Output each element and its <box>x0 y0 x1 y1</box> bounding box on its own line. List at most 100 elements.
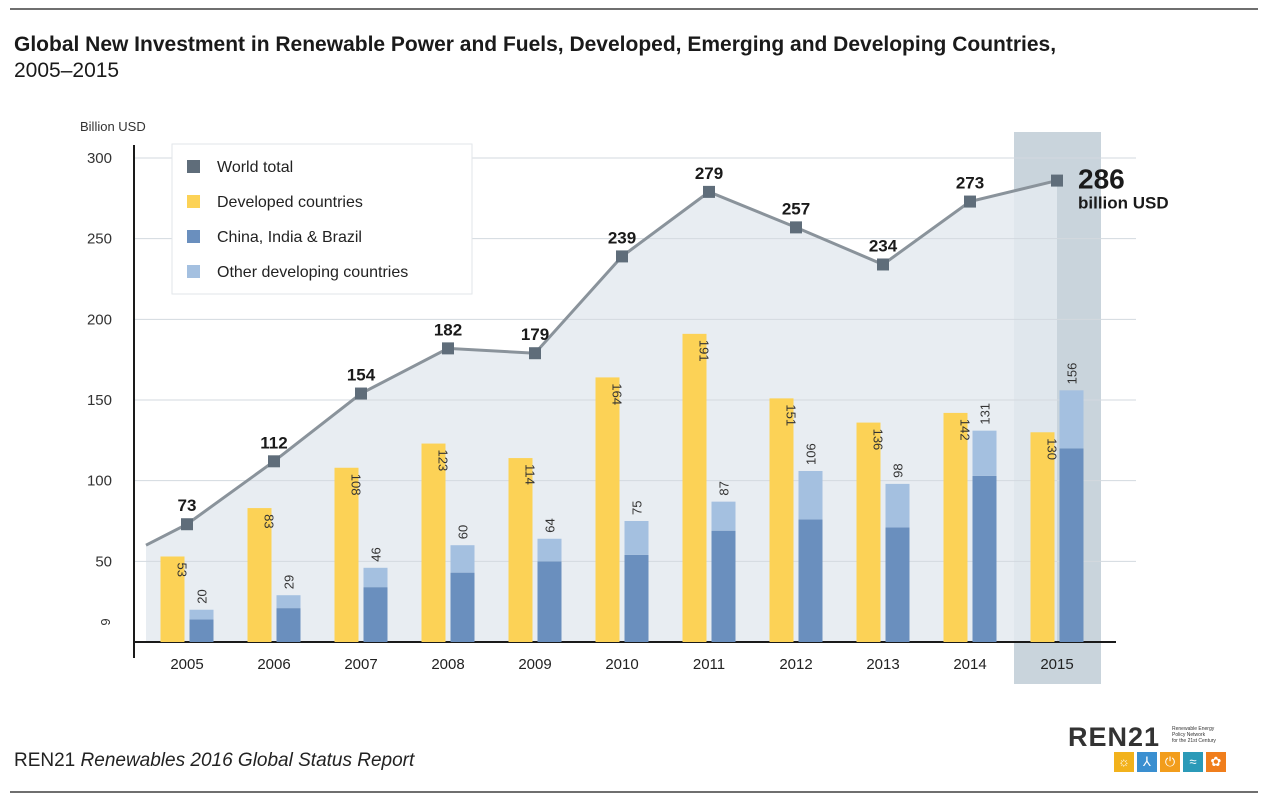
developed-bar <box>421 443 446 642</box>
world-total-label: 179 <box>521 325 549 344</box>
y-tick-label: 150 <box>87 392 112 409</box>
developing-total-label: 75 <box>630 501 645 515</box>
sun-icon: ☼ <box>1114 752 1134 772</box>
legend-swatch <box>187 160 200 173</box>
developed-bar <box>682 333 707 642</box>
developed-value-label: 191 <box>697 340 712 362</box>
water-icon: ≈ <box>1183 752 1203 772</box>
developing-total-label: 87 <box>717 481 732 495</box>
developed-bar <box>769 398 794 642</box>
x-tick-label: 2008 <box>431 656 464 673</box>
world-total-marker <box>529 347 541 360</box>
legend: World total Developed countries China, Ind… <box>171 143 473 295</box>
world-total-label: 279 <box>695 164 723 183</box>
world-total-label: 234 <box>869 236 898 255</box>
legend-swatch <box>187 230 200 243</box>
china-india-brazil-bar <box>537 561 562 642</box>
legend-entry: China, India & Brazil <box>217 229 362 246</box>
y-tick-label: 100 <box>87 473 112 490</box>
world-total-marker <box>790 221 802 234</box>
other-developing-bar <box>537 538 562 562</box>
legend-entry: Other developing countries <box>217 264 408 281</box>
power-icon: ⏻ <box>1160 752 1180 772</box>
developing-total-label: 106 <box>804 443 819 465</box>
developed-bar <box>247 508 272 642</box>
developing-total-label: 156 <box>1065 363 1080 385</box>
china-india-brazil-bar <box>624 554 649 642</box>
developed-value-label: 130 <box>1045 438 1060 460</box>
china-india-brazil-bar <box>1059 448 1084 642</box>
developed-value-label: 53 <box>175 562 190 576</box>
world-total-label: 182 <box>434 320 462 339</box>
wind-icon: ⅄ <box>1137 752 1157 772</box>
logo-tagline-line: Renewable Energy <box>1172 726 1215 732</box>
source-org: REN21 <box>14 750 76 771</box>
other-developing-bar <box>363 567 388 588</box>
top-rule <box>10 8 1258 10</box>
logo-tagline-line: Policy Network <box>1172 732 1206 738</box>
low-value-label: 9 <box>98 618 113 625</box>
legend-swatch <box>187 195 200 208</box>
developed-bar <box>856 422 881 642</box>
ren21-logo: REN21 Renewable Energy Policy Network fo… <box>1068 722 1258 782</box>
bottom-rule <box>10 791 1258 793</box>
y-axis-label: Billion USD <box>80 119 146 134</box>
developed-bar <box>1030 432 1055 642</box>
other-developing-bar <box>189 609 214 620</box>
x-tick-label: 2005 <box>170 656 203 673</box>
world-total-marker <box>355 387 367 400</box>
x-tick-label: 2015 <box>1040 656 1073 673</box>
developing-total-label: 29 <box>282 575 297 589</box>
world-total-label: 73 <box>178 496 197 515</box>
world-total-marker <box>964 195 976 208</box>
china-india-brazil-bar <box>363 587 388 642</box>
china-india-brazil-bar <box>972 475 997 642</box>
other-developing-bar <box>711 501 736 531</box>
china-india-brazil-bar <box>450 572 475 642</box>
developed-value-label: 164 <box>610 383 625 405</box>
developed-value-label: 108 <box>349 474 364 496</box>
source-citation: REN21 Renewables 2016 Global Status Repo… <box>14 750 414 772</box>
y-tick-label: 50 <box>95 553 112 570</box>
developed-value-label: 142 <box>958 419 973 441</box>
legend-swatch <box>187 265 200 278</box>
logo-wordmark: REN21 <box>1068 722 1161 752</box>
other-developing-bar <box>798 470 823 520</box>
chart-title: Global New Investment in Renewable Power… <box>14 33 1057 56</box>
world-total-label: 257 <box>782 199 810 218</box>
developing-total-label: 98 <box>891 463 906 477</box>
developed-bar <box>595 377 620 642</box>
other-developing-bar <box>624 521 649 555</box>
world-total-label: 112 <box>260 433 287 452</box>
source-report: Renewables 2016 Global Status Report <box>80 750 415 771</box>
developing-total-label: 131 <box>978 403 993 425</box>
logo-tagline: Renewable Energy Policy Network for the … <box>1172 726 1258 744</box>
y-tick-label: 200 <box>87 311 112 328</box>
developed-value-label: 151 <box>784 404 799 426</box>
developed-bar <box>943 412 968 642</box>
world-total-label: 239 <box>608 228 636 247</box>
world-total-label: 273 <box>956 174 984 193</box>
other-developing-bar <box>972 430 997 476</box>
logo-tagline-line: for the 21st Century <box>1172 738 1216 744</box>
leaf-icon: ✿ <box>1206 752 1226 772</box>
developed-value-label: 114 <box>523 464 538 485</box>
developed-value-label: 83 <box>262 514 277 528</box>
developed-bar <box>160 556 185 642</box>
china-india-brazil-bar <box>711 530 736 642</box>
world-total-marker <box>703 185 715 198</box>
china-india-brazil-bar <box>189 619 214 642</box>
y-tick-label: 300 <box>87 150 112 167</box>
developing-total-label: 46 <box>369 547 384 561</box>
developing-total-label: 60 <box>456 525 471 539</box>
developed-value-label: 123 <box>436 450 451 472</box>
x-tick-label: 2009 <box>518 656 551 673</box>
china-india-brazil-bar <box>276 608 301 642</box>
world-total-marker <box>268 455 280 468</box>
developed-value-label: 136 <box>871 429 886 451</box>
other-developing-bar <box>276 595 301 609</box>
china-india-brazil-bar <box>885 527 910 642</box>
legend-box <box>171 143 473 295</box>
world-total-marker <box>1051 174 1063 187</box>
